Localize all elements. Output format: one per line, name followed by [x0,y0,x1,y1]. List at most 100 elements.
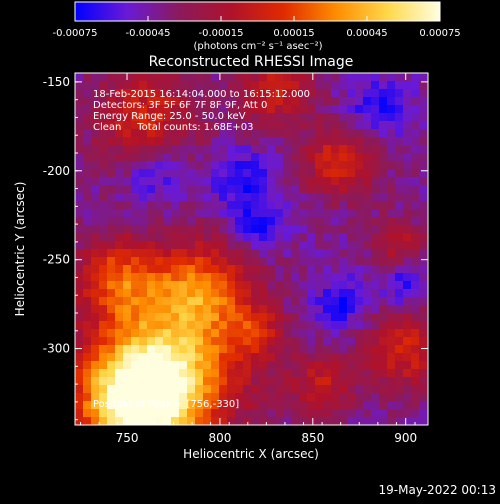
heatmap-cell [155,313,164,322]
heatmap-cell [387,385,396,394]
heatmap-cell [251,377,260,386]
heatmap-cell [91,121,100,130]
heatmap-cell [203,305,212,314]
heatmap-cell [267,369,276,378]
heatmap-cell [139,105,148,114]
heatmap-cell [219,97,228,106]
heatmap-cell [171,273,180,282]
heatmap-cell [347,193,356,202]
heatmap-cell [219,177,228,186]
heatmap-cell [379,297,388,306]
heatmap-cell [163,385,172,394]
heatmap-cell [355,369,364,378]
heatmap-cell [291,97,300,106]
heatmap-cell [123,409,132,418]
heatmap-cell [331,369,340,378]
heatmap-cell [371,297,380,306]
heatmap-cell [363,81,372,90]
heatmap-cell [195,193,204,202]
heatmap-cell [83,153,92,162]
heatmap-cell [139,393,148,402]
heatmap-cell [379,249,388,258]
heatmap-cell [347,225,356,234]
heatmap-cell [147,145,156,154]
heatmap-cell [171,201,180,210]
heatmap-cell [115,289,124,298]
heatmap-cell [211,113,220,122]
heatmap-cell [283,113,292,122]
heatmap-cell [395,409,404,418]
heatmap-cell [251,361,260,370]
heatmap-cell [411,337,420,346]
heatmap-cell [347,81,356,90]
heatmap-cell [227,169,236,178]
heatmap-cell [259,305,268,314]
heatmap-cell [259,241,268,250]
heatmap-cell [411,297,420,306]
heatmap-cell [251,385,260,394]
heatmap-cell [115,273,124,282]
heatmap-cell [299,361,308,370]
heatmap-cell [419,137,428,146]
heatmap-cell [339,417,348,425]
heatmap-cell [155,225,164,234]
heatmap-cell [379,289,388,298]
heatmap-cell [251,113,260,122]
heatmap-cell [411,249,420,258]
heatmap-cell [75,329,84,338]
heatmap-cell [379,89,388,98]
heatmap-cell [419,345,428,354]
heatmap-cell [75,401,84,410]
heatmap-cell [387,409,396,418]
heatmap-cell [371,305,380,314]
heatmap-cell [203,297,212,306]
heatmap-cell [315,97,324,106]
heatmap-cell [131,241,140,250]
annotations: 18-Feb-2015 16:14:04.000 to 16:15:12.000… [93,89,310,410]
heatmap-cell [83,337,92,346]
heatmap-cell [147,353,156,362]
heatmap-cell [387,209,396,218]
heatmap-cell [363,257,372,266]
heatmap-cell [179,305,188,314]
heatmap-cell [403,369,412,378]
heatmap-cell [411,385,420,394]
heatmap-cell [251,153,260,162]
heatmap-cell [379,353,388,362]
heatmap-cell [107,177,116,186]
heatmap-cell [91,249,100,258]
heatmap-cell [395,369,404,378]
heatmap-cell [291,313,300,322]
heatmap-cell [107,361,116,370]
heatmap-cell [347,89,356,98]
heatmap-cell [331,177,340,186]
heatmap-cell [347,145,356,154]
heatmap-cell [355,273,364,282]
heatmap-cell [75,305,84,314]
heatmap-cell [299,369,308,378]
heatmap-cell [315,233,324,242]
heatmap-cell [155,185,164,194]
heatmap-cell [203,401,212,410]
heatmap-cell [363,217,372,226]
heatmap-cell [379,105,388,114]
heatmap-cell [307,417,316,425]
heatmap-cell [155,409,164,418]
heatmap-cell [75,217,84,226]
heatmap-cell [179,345,188,354]
heatmap-cell [227,129,236,138]
colorbar-tick-label: -0.00045 [126,28,171,39]
heatmap-cell [259,121,268,130]
heatmap-cell [355,409,364,418]
heatmap-cell [131,273,140,282]
heatmap-cell [75,201,84,210]
heatmap-cell [83,353,92,362]
heatmap-cell [171,73,180,82]
heatmap-cell [195,289,204,298]
heatmap-cell [267,177,276,186]
heatmap-cell [347,113,356,122]
heatmap-cell [131,185,140,194]
heatmap-cell [331,265,340,274]
heatmap-cell [203,97,212,106]
heatmap-cell [267,89,276,98]
